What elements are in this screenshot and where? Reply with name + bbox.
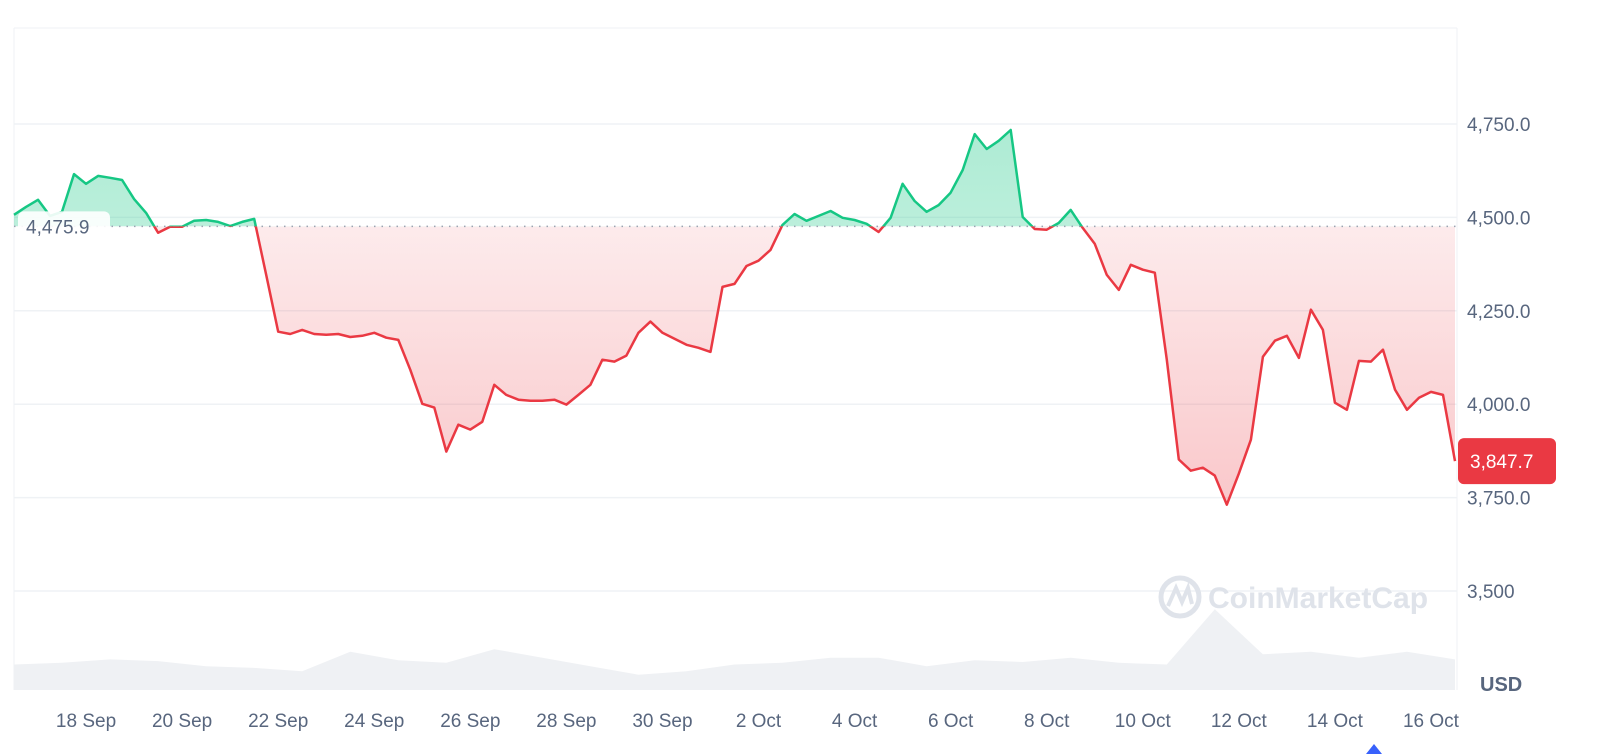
area-below-baseline	[14, 226, 1455, 505]
y-tick-label: 3,750.0	[1467, 489, 1530, 510]
x-tick-label: 28 Sep	[536, 711, 596, 732]
current-price-value: 3,847.7	[1470, 452, 1533, 473]
y-tick-label: 4,000.0	[1467, 395, 1530, 416]
baseline-label: 4,475.9	[18, 211, 110, 240]
coinmarketcap-logo-mark-icon	[1166, 581, 1194, 608]
x-tick-label: 24 Sep	[344, 711, 404, 732]
x-tick-label: 20 Sep	[152, 711, 212, 732]
x-tick-label: 8 Oct	[1024, 711, 1070, 732]
current-price-badge: 3,847.7	[1458, 438, 1556, 485]
x-tick-label: 10 Oct	[1115, 711, 1172, 732]
x-tick-label: 4 Oct	[832, 711, 878, 732]
x-tick-label: 12 Oct	[1211, 711, 1268, 732]
x-tick-label: 6 Oct	[928, 711, 974, 732]
x-tick-label: 26 Sep	[440, 711, 500, 732]
coinmarketcap-logo-icon	[1158, 575, 1202, 619]
area-above-baseline	[14, 130, 1082, 227]
price-line-above	[13, 128, 1084, 227]
volume-bars	[14, 609, 1455, 690]
watermark-text: CoinMarketCap	[1208, 582, 1428, 615]
baseline-value: 4,475.9	[26, 217, 89, 238]
x-axis: 18 Sep 20 Sep 22 Sep 24 Sep 26 Sep 28 Sep 30 S…	[56, 711, 1460, 732]
x-tick-label: 2 Oct	[736, 711, 782, 732]
grid	[14, 123, 1457, 592]
x-tick-label: 16 Oct	[1403, 711, 1460, 732]
y-tick-label: 4,500.0	[1467, 208, 1530, 229]
y-tick-label: 4,750.0	[1467, 115, 1530, 136]
y-axis: 4,750.0 4,500.0 4,250.0 4,000.0 3,750.0 3,500	[1467, 115, 1530, 603]
x-tick-label: 18 Sep	[56, 711, 116, 732]
y-tick-label: 4,250.0	[1467, 302, 1530, 323]
currency-label: USD	[1480, 674, 1522, 696]
watermark: CoinMarketCap	[1158, 575, 1428, 619]
event-marker-icon[interactable]	[1366, 744, 1382, 754]
y-tick-label: 3,500	[1467, 582, 1515, 603]
x-tick-label: 22 Sep	[248, 711, 308, 732]
price-line-below	[152, 226, 1457, 506]
volume-area	[14, 609, 1455, 690]
x-tick-label: 14 Oct	[1307, 711, 1364, 732]
x-tick-label: 30 Sep	[632, 711, 692, 732]
